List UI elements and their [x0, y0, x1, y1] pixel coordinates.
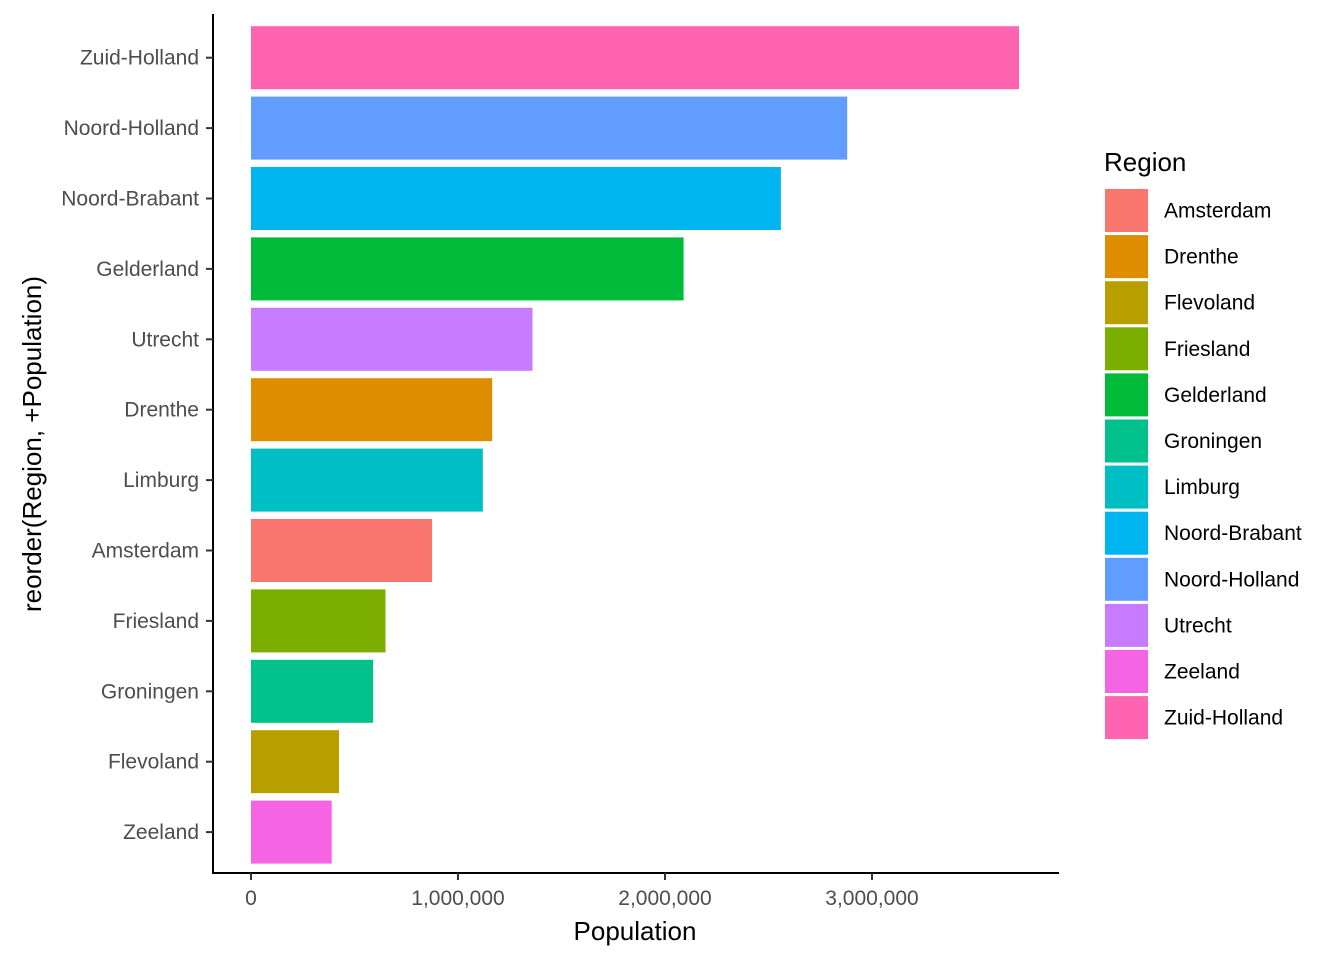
x-ticks-group: 0 1,000,000 2,000,000 3,000,000 [245, 873, 919, 910]
legend-key-limburg [1105, 465, 1148, 509]
legend-label-utrecht: Utrecht [1164, 614, 1232, 637]
y-axis-title: reorder(Region, +Population) [17, 276, 47, 612]
bar-flevoland [251, 730, 339, 794]
y-tick-label-groningen: Groningen [101, 680, 199, 703]
y-tick-label-noord-brabant: Noord-Brabant [61, 188, 199, 211]
legend-key-amsterdam [1105, 189, 1148, 232]
legend-key-groningen [1105, 419, 1148, 463]
bar-noord-brabant [251, 167, 781, 230]
bar-zuid-holland [251, 26, 1019, 90]
legend-label-amsterdam: Amsterdam [1164, 200, 1271, 223]
bar-utrecht [251, 307, 533, 371]
y-tick-label-drenthe: Drenthe [124, 399, 199, 422]
legend-label-friesland: Friesland [1164, 338, 1250, 361]
legend-key-gelderland [1105, 373, 1148, 417]
legend-key-zeeland [1105, 650, 1148, 693]
axes-group [212, 14, 1059, 874]
legend-label-flevoland: Flevoland [1164, 292, 1255, 315]
y-tick-label-utrecht: Utrecht [131, 328, 199, 351]
legend-label-gelderland: Gelderland [1164, 384, 1267, 407]
bar-groningen [251, 659, 374, 723]
y-tick-label-noord-holland: Noord-Holland [64, 117, 199, 140]
legend-key-utrecht [1105, 603, 1148, 647]
legend: Region Amsterdam Drenthe Flevoland Frieslan… [1104, 147, 1302, 740]
x-tick-label: 1,000,000 [411, 887, 504, 910]
bars-group [251, 26, 1019, 864]
bar-drenthe [251, 378, 493, 442]
legend-label-limburg: Limburg [1164, 476, 1240, 499]
legend-label-drenthe: Drenthe [1164, 246, 1239, 269]
legend-key-zuid-holland [1105, 696, 1148, 740]
legend-key-noord-holland [1105, 557, 1148, 601]
bar-amsterdam [251, 519, 433, 582]
y-ticks-group: Zuid-Holland Noord-Holland Noord-Brabant Ge… [61, 47, 213, 844]
legend-label-noord-holland: Noord-Holland [1164, 568, 1299, 591]
y-tick-label-gelderland: Gelderland [96, 258, 199, 281]
legend-label-zuid-holland: Zuid-Holland [1164, 707, 1283, 730]
legend-key-noord-brabant [1105, 511, 1148, 555]
legend-label-noord-brabant: Noord-Brabant [1164, 522, 1302, 545]
bar-friesland [251, 589, 386, 653]
x-tick-label: 0 [245, 887, 257, 910]
y-tick-label-limburg: Limburg [123, 469, 199, 492]
bar-gelderland [251, 237, 684, 301]
y-tick-label-amsterdam: Amsterdam [92, 540, 199, 563]
legend-key-flevoland [1105, 281, 1148, 325]
bar-zeeland [251, 800, 332, 864]
legend-label-zeeland: Zeeland [1164, 661, 1240, 684]
legend-key-friesland [1105, 327, 1148, 371]
legend-items: Amsterdam Drenthe Flevoland Friesland Gelder… [1105, 189, 1302, 740]
y-tick-label-zuid-holland: Zuid-Holland [80, 47, 199, 70]
legend-key-drenthe [1105, 235, 1148, 279]
bar-limburg [251, 448, 483, 512]
legend-title: Region [1104, 147, 1186, 177]
x-axis-title: Population [574, 916, 697, 946]
x-tick-label: 3,000,000 [825, 887, 918, 910]
y-tick-label-zeeland: Zeeland [123, 821, 199, 844]
x-tick-label: 2,000,000 [618, 887, 711, 910]
legend-label-groningen: Groningen [1164, 430, 1262, 453]
bar-noord-holland [251, 96, 848, 160]
y-tick-label-friesland: Friesland [113, 610, 199, 633]
y-tick-label-flevoland: Flevoland [108, 751, 199, 774]
